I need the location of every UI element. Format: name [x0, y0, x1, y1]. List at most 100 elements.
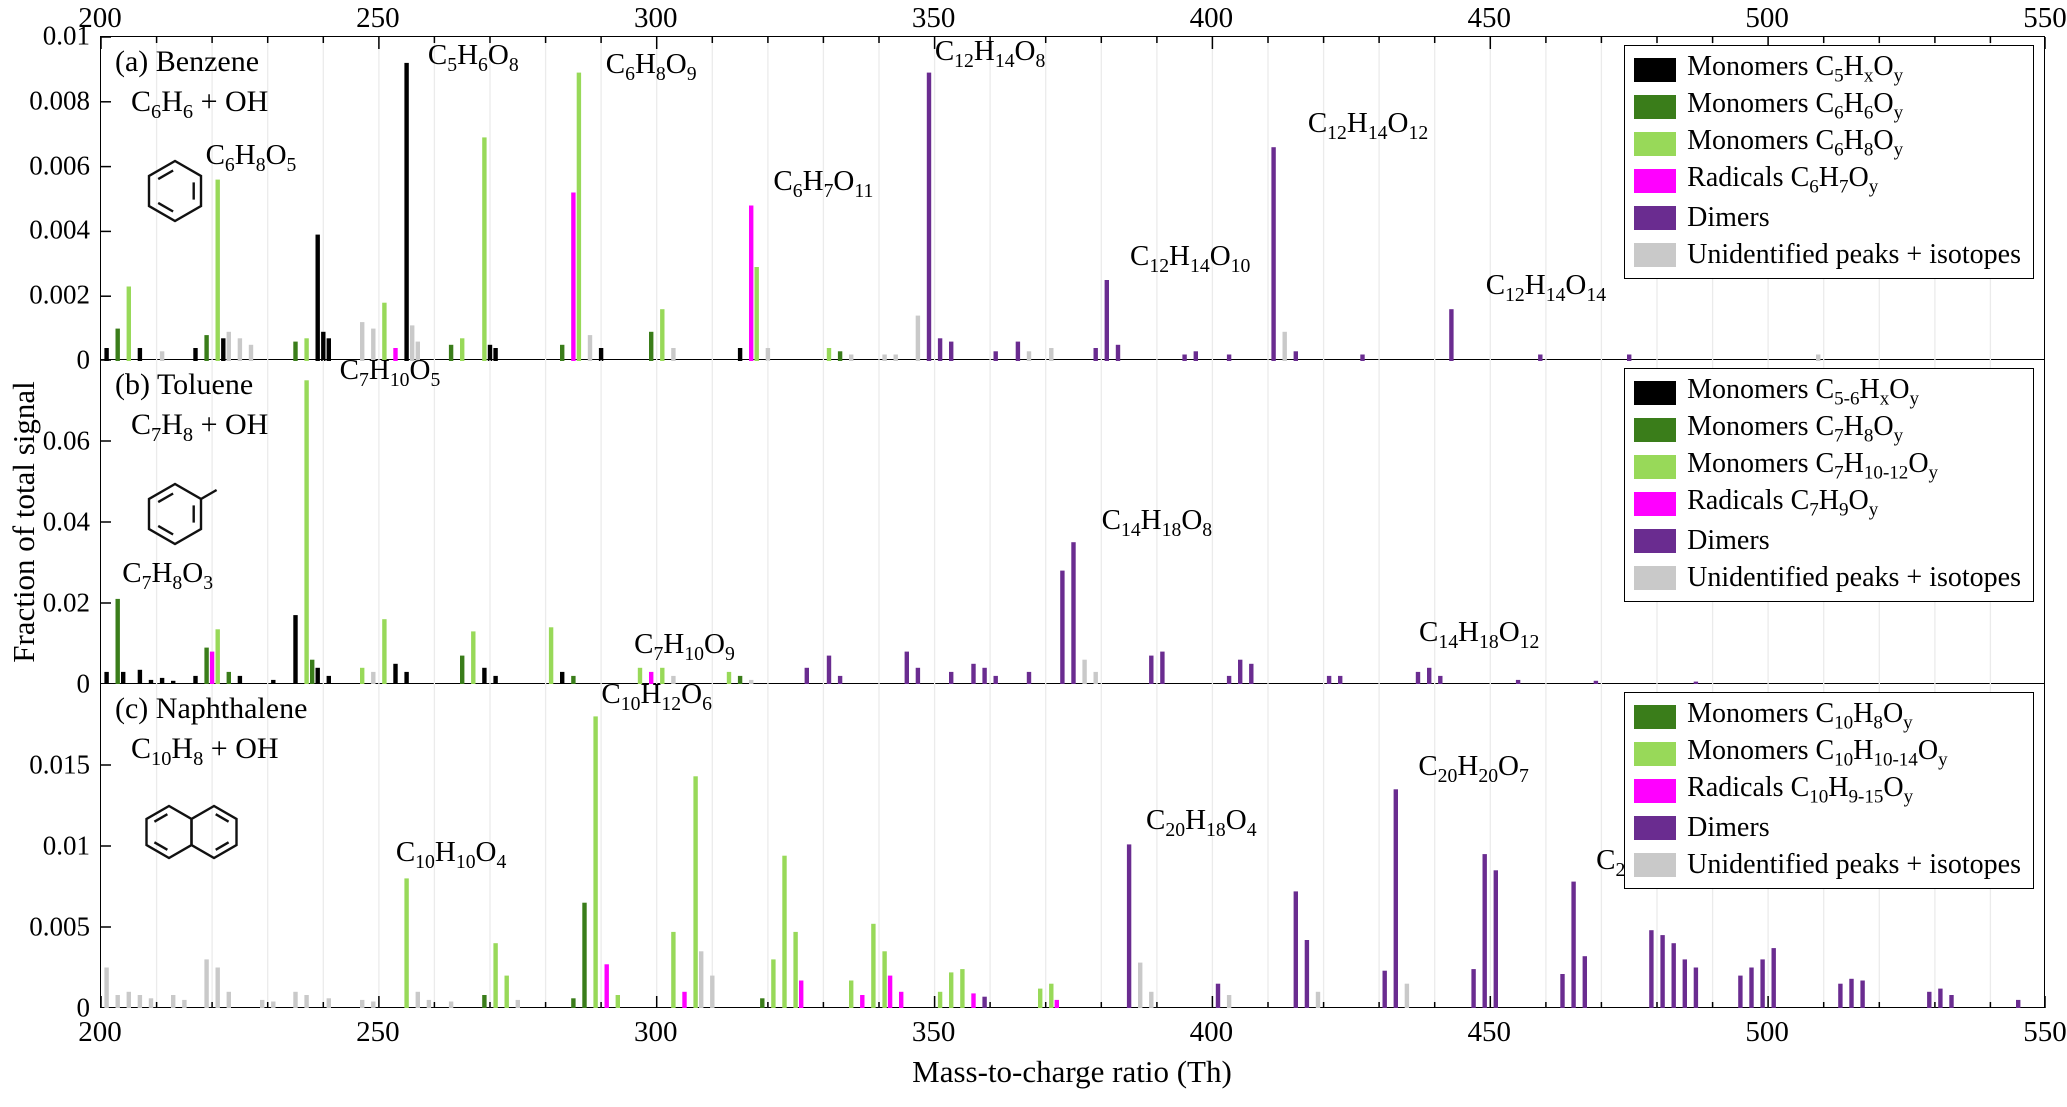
legend-swatch	[1634, 565, 1677, 590]
x-tick-label-top: 450	[1467, 2, 1512, 34]
legend-label: Monomers C10H8Oy	[1687, 698, 1913, 734]
legend-swatch	[1634, 205, 1677, 230]
panel-title: (c) Naphthalene	[115, 692, 308, 725]
y-tick-label: 0.002	[29, 279, 90, 310]
spectrum-plot-svg	[101, 360, 1992, 684]
legend-label: Monomers C5HxOy	[1687, 51, 1904, 87]
legend-label: Dimers	[1687, 524, 1770, 556]
x-tick-label-bottom: 350	[911, 1016, 956, 1048]
legend-item: Monomers C10H10-14Oy	[1634, 735, 2021, 772]
y-tick-label: 0.02	[42, 587, 90, 618]
legend-swatch	[1634, 454, 1677, 479]
legend-swatch	[1634, 168, 1677, 193]
legend-item: Monomers C7H10-12Oy	[1634, 448, 2021, 485]
legend-item: Dimers	[1634, 522, 2021, 559]
y-tick-label: 0	[76, 992, 91, 1023]
y-tick-label: 0.04	[42, 506, 90, 537]
panel-benzene: (a) Benzene C6H6 + OH Monomers C5HxOy Monom…	[100, 35, 2046, 361]
peak-label: C20H20O7	[1418, 750, 1529, 788]
peak-label: C6H7O11	[773, 165, 874, 202]
legend-label: Unidentified peaks + isotopes	[1687, 238, 2021, 270]
legend-label: Monomers C7H10-12Oy	[1687, 448, 1939, 484]
legend-label: Unidentified peaks + isotopes	[1687, 561, 2021, 593]
x-tick-label-top: 250	[356, 2, 400, 34]
legend-label: Dimers	[1687, 201, 1770, 233]
legend-swatch	[1634, 131, 1677, 156]
legend-item: Radicals C7H9Oy	[1634, 485, 2021, 522]
spectrum-plot-svg	[101, 37, 2046, 361]
x-axis-title: Mass-to-charge ratio (Th)	[912, 1054, 1232, 1089]
peak-label: C12H14O10	[1130, 239, 1251, 277]
peak-label: C12H14O14	[1485, 268, 1607, 306]
x-tick-label-top: 400	[1189, 2, 1234, 34]
molecular-structure-benzene	[135, 137, 221, 240]
peak-label: C7H10O5	[339, 354, 441, 392]
y-tick-label: 0.06	[42, 425, 90, 456]
legend-label: Monomers C10H10-14Oy	[1687, 735, 1948, 771]
legend-swatch	[1634, 704, 1677, 729]
peak-label: C6H8O9	[605, 48, 697, 86]
legend: Monomers C10H8Oy Monomers C10H10-14Oy Radi…	[1624, 692, 2034, 889]
y-tick-label: 0.004	[29, 214, 90, 245]
legend-item: Dimers	[1634, 199, 2021, 236]
legend-swatch	[1634, 815, 1677, 840]
legend-item: Dimers	[1634, 809, 2021, 846]
y-tick-label: 0.008	[29, 85, 90, 116]
legend-item: Monomers C7H8Oy	[1634, 411, 2021, 448]
panel-reaction: C7H8 + OH	[131, 408, 269, 446]
legend-label: Monomers C6H8Oy	[1687, 125, 1904, 161]
legend-item: Monomers C6H6Oy	[1634, 88, 2021, 125]
peak-label: C10H10O4	[395, 836, 507, 874]
legend-label: Monomers C6H6Oy	[1687, 88, 1904, 124]
molecular-structure-toluene	[135, 460, 221, 563]
panel-title: (a) Benzene	[115, 45, 260, 78]
legend-label: Radicals C7H9Oy	[1687, 485, 1879, 521]
legend-swatch	[1634, 57, 1677, 82]
legend-swatch	[1634, 491, 1677, 516]
legend-swatch	[1634, 380, 1677, 405]
panel-toluene: (b) Toluene C7H8 + OH Monomers C5-6HxOy Mon…	[100, 354, 2045, 684]
peak-label: C20H18O4	[1146, 803, 1257, 841]
x-tick-label-top: 500	[1745, 2, 1789, 34]
peak-label: C14H18O12	[1419, 615, 1540, 653]
peak-label: C14H18O8	[1101, 504, 1213, 541]
x-tick-label-bottom: 250	[356, 1016, 400, 1048]
legend-item: Radicals C6H7Oy	[1634, 162, 2021, 199]
molecular-structure-naphthalene	[135, 784, 269, 881]
x-tick-label-top: 350	[911, 2, 956, 34]
peak-label: C7H10O9	[634, 627, 735, 665]
peak-label: C10H12O6	[601, 677, 712, 715]
legend-item: Monomers C5-6HxOy	[1634, 374, 2021, 411]
x-tick-label-bottom: 550	[2023, 1016, 2067, 1048]
y-tick-label: 0.01	[42, 20, 90, 51]
legend-item: Monomers C6H8Oy	[1634, 125, 2021, 162]
legend-swatch	[1634, 852, 1677, 877]
x-tick-label-top: 300	[633, 2, 678, 34]
x-tick-label-bottom: 400	[1189, 1016, 1234, 1048]
panel-reaction: C6H6 + OH	[131, 85, 269, 123]
legend-label: Radicals C10H9-15Oy	[1687, 772, 1914, 808]
x-tick-label-top: 550	[2023, 2, 2067, 34]
legend-swatch	[1634, 242, 1677, 267]
peak-label: C12H14O12	[1307, 106, 1429, 144]
legend-label: Radicals C6H7Oy	[1687, 162, 1879, 198]
legend-swatch	[1634, 741, 1677, 766]
panel-title: (b) Toluene	[115, 368, 254, 401]
legend-label: Monomers C5-6HxOy	[1687, 374, 1920, 410]
panel-reaction: C10H8 + OH	[131, 732, 279, 770]
legend-item: Monomers C10H8Oy	[1634, 698, 2021, 735]
legend-swatch	[1634, 417, 1677, 442]
peak-label: C7H8O3	[122, 556, 214, 594]
x-tick-label-bottom: 200	[78, 1016, 122, 1048]
legend-swatch	[1634, 528, 1677, 553]
legend-item: Monomers C5HxOy	[1634, 51, 2021, 88]
y-tick-label: 0.005	[29, 911, 90, 942]
legend-item: Unidentified peaks + isotopes	[1634, 236, 2021, 273]
legend: Monomers C5-6HxOy Monomers C7H8Oy Monomers…	[1624, 368, 2034, 602]
legend: Monomers C5HxOy Monomers C6H6Oy Monomers C…	[1624, 45, 2034, 279]
y-tick-label: 0	[76, 344, 91, 375]
peak-label: C5H6O8	[427, 38, 519, 76]
x-tick-label-bottom: 300	[633, 1016, 678, 1048]
peak-label: C12H14O8	[934, 35, 1046, 73]
